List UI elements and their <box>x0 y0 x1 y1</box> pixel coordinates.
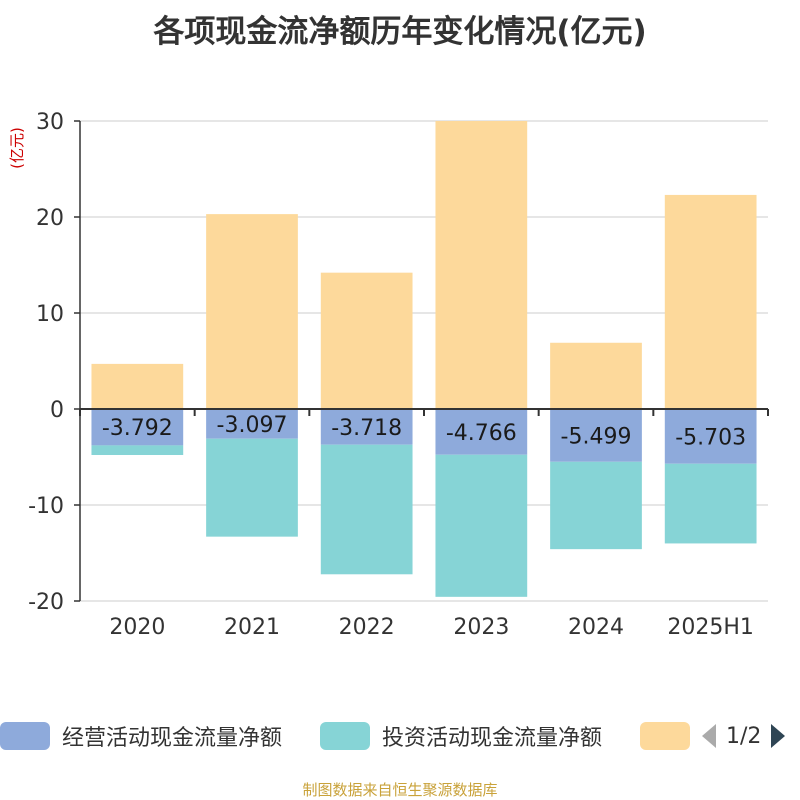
x-tick-label: 2020 <box>109 615 165 640</box>
bar-2024-series-2 <box>550 342 642 409</box>
pager-page-indicator: 1/2 <box>726 723 762 749</box>
data-label: -5.499 <box>561 424 632 449</box>
legend-swatch-operating <box>0 722 50 750</box>
legend-item-investing[interactable]: 投资活动现金流量净额 <box>320 718 602 754</box>
legend-item-operating[interactable]: 经营活动现金流量净额 <box>0 718 282 754</box>
y-tick-label: -10 <box>28 494 64 519</box>
bar-2020-series-2 <box>91 363 184 409</box>
x-tick-label: 2025H1 <box>667 615 754 640</box>
legend-label-operating: 经营活动现金流量净额 <box>62 726 283 751</box>
y-tick-label: 10 <box>36 302 64 327</box>
bar-2023-series-1 <box>435 454 528 597</box>
bar-2024-series-0 <box>550 409 642 462</box>
bar-2022-series-2 <box>320 272 413 409</box>
data-label: -3.097 <box>217 413 288 438</box>
y-tick-label: 0 <box>50 398 64 423</box>
data-label: -5.703 <box>675 425 746 450</box>
bar-2021-series-0 <box>206 409 298 439</box>
legend-item-financing[interactable] <box>640 718 690 754</box>
footer-source: 制图数据来自恒生聚源数据库 <box>302 781 498 799</box>
legend-pager: 1/2 <box>700 720 787 752</box>
legend-swatch-third <box>640 722 690 750</box>
pager-prev-icon[interactable] <box>700 722 718 750</box>
data-label: -3.718 <box>331 416 402 441</box>
bar-2021-series-2 <box>206 214 298 409</box>
bar-2022-series-1 <box>320 444 413 575</box>
bar-2020-series-0 <box>91 409 184 446</box>
bar-chart: -20 -10 0 10 20 30 (亿元) -3.792 -3.097 -3.718 -4.76… <box>8 110 769 640</box>
bar-2023-series-0 <box>435 409 528 455</box>
legend-swatch-investing <box>320 722 370 750</box>
y-tick-label: 30 <box>36 110 64 135</box>
chart-title: 各项现金流净额历年变化情况(亿元) <box>153 14 647 50</box>
legend: 经营活动现金流量净额 投资活动现金流量净额 <box>0 718 800 754</box>
bar-2024-series-1 <box>550 461 642 550</box>
x-tick-label: 2022 <box>339 615 395 640</box>
x-tick-label: 2024 <box>568 615 624 640</box>
y-tick-label: 20 <box>36 206 64 231</box>
bar-2025H1-series-1 <box>664 463 757 544</box>
bar-2020-series-1 <box>91 445 184 456</box>
bar-2025H1-series-2 <box>664 194 757 409</box>
bar-2023-series-2 <box>435 121 528 409</box>
legend-label-investing: 投资活动现金流量净额 <box>382 726 603 751</box>
pager-next-icon[interactable] <box>769 722 787 750</box>
bar-2021-series-1 <box>206 438 298 537</box>
x-tick-label: 2021 <box>224 615 280 640</box>
bar-2022-series-0 <box>320 409 413 445</box>
x-tick-label: 2023 <box>453 615 509 640</box>
y-tick-label: -20 <box>28 590 64 615</box>
bar-2025H1-series-0 <box>664 409 757 464</box>
y-axis-label: (亿元) <box>8 127 26 169</box>
data-label: -3.792 <box>102 416 173 441</box>
data-label: -4.766 <box>446 421 517 446</box>
